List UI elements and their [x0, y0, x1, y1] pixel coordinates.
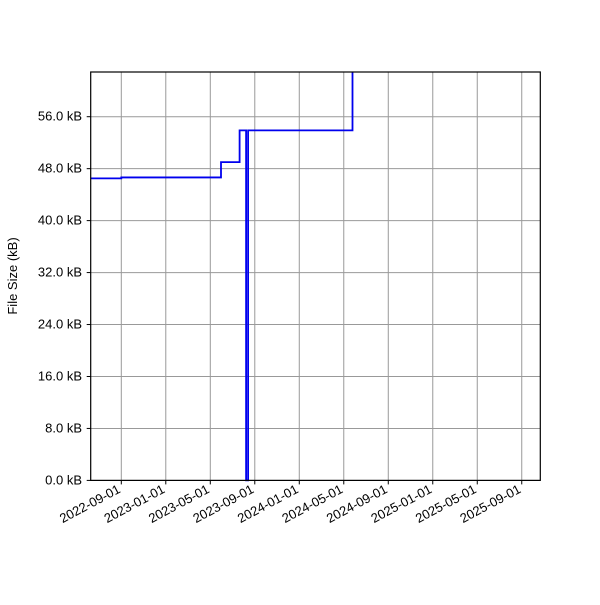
- svg-text:40.0 kB: 40.0 kB: [38, 213, 82, 228]
- svg-text:File Size (kB): File Size (kB): [5, 237, 20, 314]
- svg-text:56.0 kB: 56.0 kB: [38, 109, 82, 124]
- svg-text:24.0 kB: 24.0 kB: [38, 317, 82, 332]
- svg-text:16.0 kB: 16.0 kB: [38, 368, 82, 383]
- svg-text:0.0 kB: 0.0 kB: [45, 472, 82, 487]
- svg-text:48.0 kB: 48.0 kB: [38, 161, 82, 176]
- svg-text:8.0 kB: 8.0 kB: [45, 420, 82, 435]
- svg-text:32.0 kB: 32.0 kB: [38, 265, 82, 280]
